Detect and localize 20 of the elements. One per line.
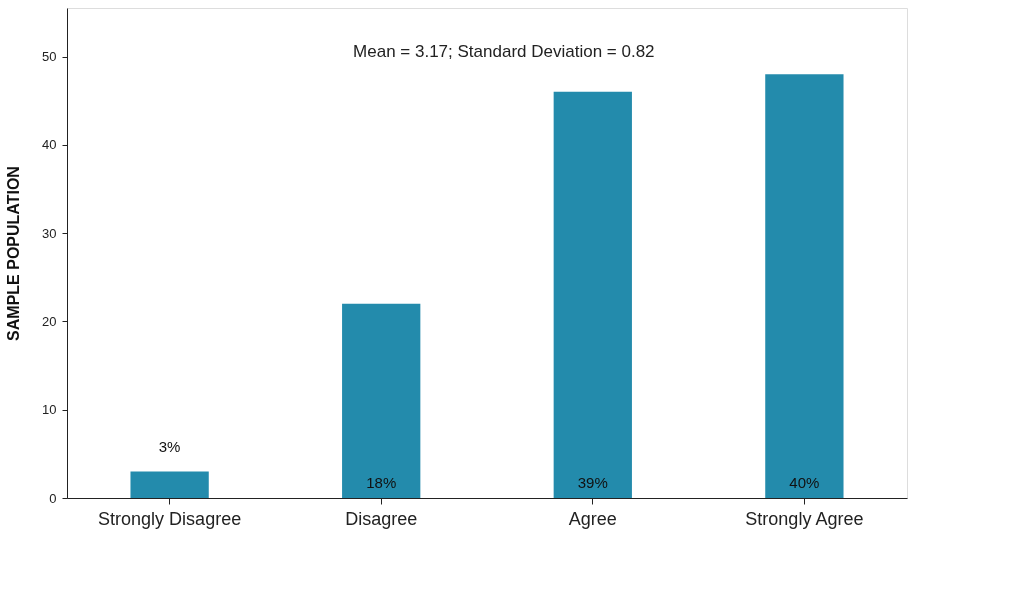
y-tick-label: 30: [42, 225, 57, 241]
y-tick-label: 50: [42, 49, 57, 65]
x-tick-label: Disagree: [345, 508, 418, 529]
y-tick-label: 0: [49, 490, 57, 506]
annotation: 40%: [789, 474, 820, 492]
y-tick-label: 40: [42, 137, 57, 153]
x-tick-label: Agree: [568, 508, 617, 529]
annotation: 3%: [158, 438, 181, 456]
bar: [342, 303, 421, 498]
x-tick-label: Strongly Agree: [745, 508, 864, 529]
y-tick-label: 10: [42, 402, 57, 418]
annotation: 39%: [577, 474, 608, 492]
y-tick-label: 20: [42, 313, 57, 329]
bar: [765, 74, 844, 498]
annotation: 18%: [366, 474, 397, 492]
bar: [130, 471, 209, 498]
annotation: Mean = 3.17; Standard Deviation = 0.82: [353, 42, 655, 62]
y-axis-title: SAMPLE POPULATION: [5, 166, 23, 341]
x-tick-label: Strongly Disagree: [98, 508, 242, 529]
bar: [553, 91, 632, 498]
